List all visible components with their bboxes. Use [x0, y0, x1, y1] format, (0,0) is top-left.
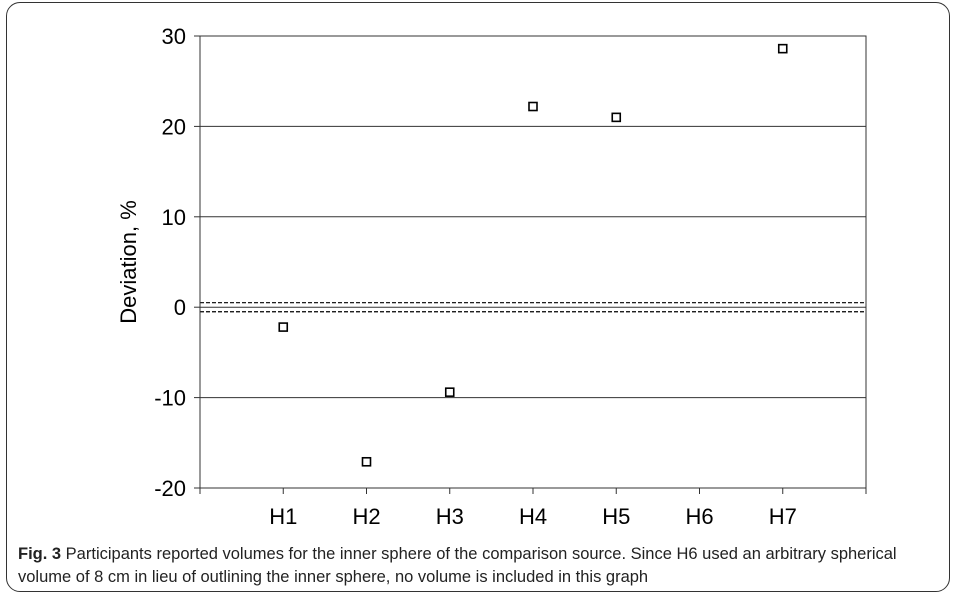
- x-tick-label: H5: [602, 504, 630, 529]
- data-point: [278, 322, 289, 332]
- x-tick-label: H7: [769, 504, 797, 529]
- data-point: [444, 387, 455, 397]
- y-tick-label: 10: [162, 205, 186, 230]
- x-tick-label: H2: [352, 504, 380, 529]
- figure-label: Fig. 3: [18, 545, 62, 563]
- y-tick-label: 30: [162, 24, 186, 49]
- data-point: [777, 43, 788, 54]
- data-point: [361, 456, 372, 467]
- x-tick-label: H3: [436, 504, 464, 529]
- data-point: [528, 101, 538, 112]
- y-tick-label: -10: [154, 386, 186, 411]
- figure-caption: Fig. 3 Participants reported volumes for…: [18, 543, 948, 589]
- data-point: [611, 112, 622, 123]
- x-tick-label: H6: [685, 504, 713, 529]
- y-tick-label: 20: [162, 114, 186, 139]
- y-tick-label: -20: [154, 476, 186, 501]
- caption-text: Participants reported volumes for the in…: [18, 545, 897, 586]
- deviation-chart: -20 -10 0 10 20 30 H1 H2 H3 H4 H5 H6 H7 Deviation, %: [116, 24, 867, 529]
- figure-frame: [6, 2, 950, 592]
- x-tick-label: H4: [519, 504, 547, 529]
- y-tick-label: 0: [174, 295, 186, 320]
- y-axis-label: Deviation, %: [116, 200, 141, 324]
- x-tick-label: H1: [269, 504, 297, 529]
